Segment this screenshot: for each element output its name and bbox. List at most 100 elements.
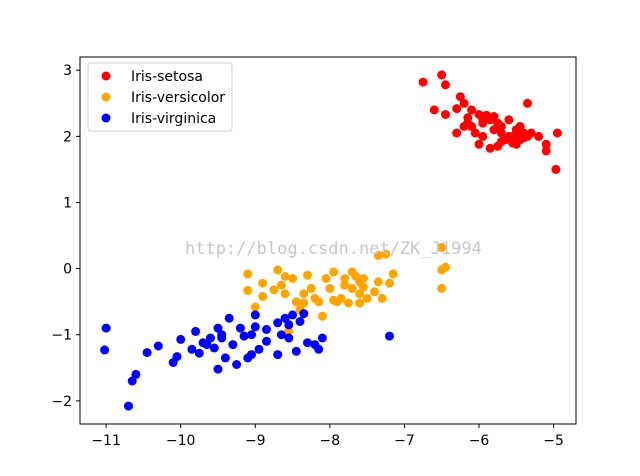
legend-label: Iris-versicolor [131, 90, 225, 106]
data-point [344, 299, 353, 308]
data-point [378, 294, 387, 303]
data-point [478, 132, 487, 141]
data-point [318, 312, 327, 321]
watermark-text: http://blog.csdn.net/ZK_J1994 [185, 239, 482, 259]
data-point [236, 324, 245, 333]
data-point [504, 115, 513, 124]
x-tick-label: −6 [469, 433, 490, 449]
data-point [551, 165, 560, 174]
data-point [516, 129, 525, 138]
data-point [262, 325, 271, 334]
data-point [329, 267, 338, 276]
data-point [228, 340, 237, 349]
data-point [273, 265, 282, 274]
data-point [437, 284, 446, 293]
data-point [460, 99, 469, 108]
data-point [225, 314, 234, 323]
data-point [322, 274, 331, 283]
data-point [296, 317, 305, 326]
data-point [299, 309, 308, 318]
data-point [329, 296, 338, 305]
legend-label: Iris-virginica [131, 111, 216, 127]
data-point [269, 285, 278, 294]
data-point [385, 279, 394, 288]
data-point [154, 342, 163, 351]
data-point [251, 310, 260, 319]
data-point [355, 299, 364, 308]
data-point [441, 110, 450, 119]
data-point [523, 99, 532, 108]
data-point [437, 70, 446, 79]
data-point [292, 347, 301, 356]
data-point [419, 78, 428, 87]
data-point [441, 263, 450, 272]
data-point [273, 350, 282, 359]
legend: Iris-setosa Iris-versicolor Iris-virginica [88, 63, 232, 131]
data-point [318, 334, 327, 343]
data-point [202, 340, 211, 349]
x-tick-label: −9 [245, 433, 266, 449]
data-point [191, 327, 200, 336]
data-point [452, 104, 461, 113]
data-point [247, 350, 256, 359]
data-point [325, 284, 334, 293]
data-point [124, 402, 133, 411]
data-point [131, 370, 140, 379]
data-point [314, 297, 323, 306]
data-point [534, 132, 543, 141]
legend-marker [102, 93, 111, 102]
legend-label: Iris-setosa [131, 69, 203, 85]
legend-marker [102, 72, 111, 81]
x-tick-label: −7 [394, 433, 415, 449]
data-point [370, 287, 379, 296]
data-point [262, 337, 271, 346]
x-tick-label: −5 [543, 433, 564, 449]
data-point [490, 125, 499, 134]
y-tick-label: 0 [63, 262, 72, 278]
y-tick-label: 3 [63, 63, 72, 79]
data-point [143, 348, 152, 357]
data-point [374, 277, 383, 286]
data-point [255, 345, 264, 354]
data-point [348, 284, 357, 293]
data-point [195, 349, 204, 358]
data-point [214, 365, 223, 374]
x-tick-label: −10 [166, 433, 196, 449]
data-point [247, 330, 256, 339]
y-tick-label: −1 [51, 328, 72, 344]
data-point [314, 345, 323, 354]
data-point [221, 353, 230, 362]
y-tick-label: 1 [63, 195, 72, 211]
data-point [430, 105, 439, 114]
data-point [251, 303, 260, 312]
data-point [176, 335, 185, 344]
data-point [232, 360, 241, 369]
data-point [497, 137, 506, 146]
data-point [359, 283, 368, 292]
data-point [277, 330, 286, 339]
x-tick-label: −11 [91, 433, 121, 449]
data-point [243, 269, 252, 278]
data-point [102, 324, 111, 333]
data-point [475, 140, 484, 149]
data-point [478, 115, 487, 124]
data-point [281, 289, 290, 298]
data-point [363, 294, 372, 303]
data-point [542, 146, 551, 155]
data-point [100, 345, 109, 354]
data-point [452, 129, 461, 138]
data-point [288, 310, 297, 319]
data-point [389, 269, 398, 278]
data-point [441, 80, 450, 89]
y-tick-label: 2 [63, 129, 72, 145]
data-point [243, 286, 252, 295]
y-tick-label: −2 [51, 394, 72, 410]
data-point [284, 320, 293, 329]
data-point [467, 122, 476, 131]
data-point [258, 279, 267, 288]
data-point [348, 267, 357, 276]
x-tick-label: −8 [320, 433, 341, 449]
data-point [359, 274, 368, 283]
legend-marker [102, 114, 111, 123]
data-point [288, 274, 297, 283]
